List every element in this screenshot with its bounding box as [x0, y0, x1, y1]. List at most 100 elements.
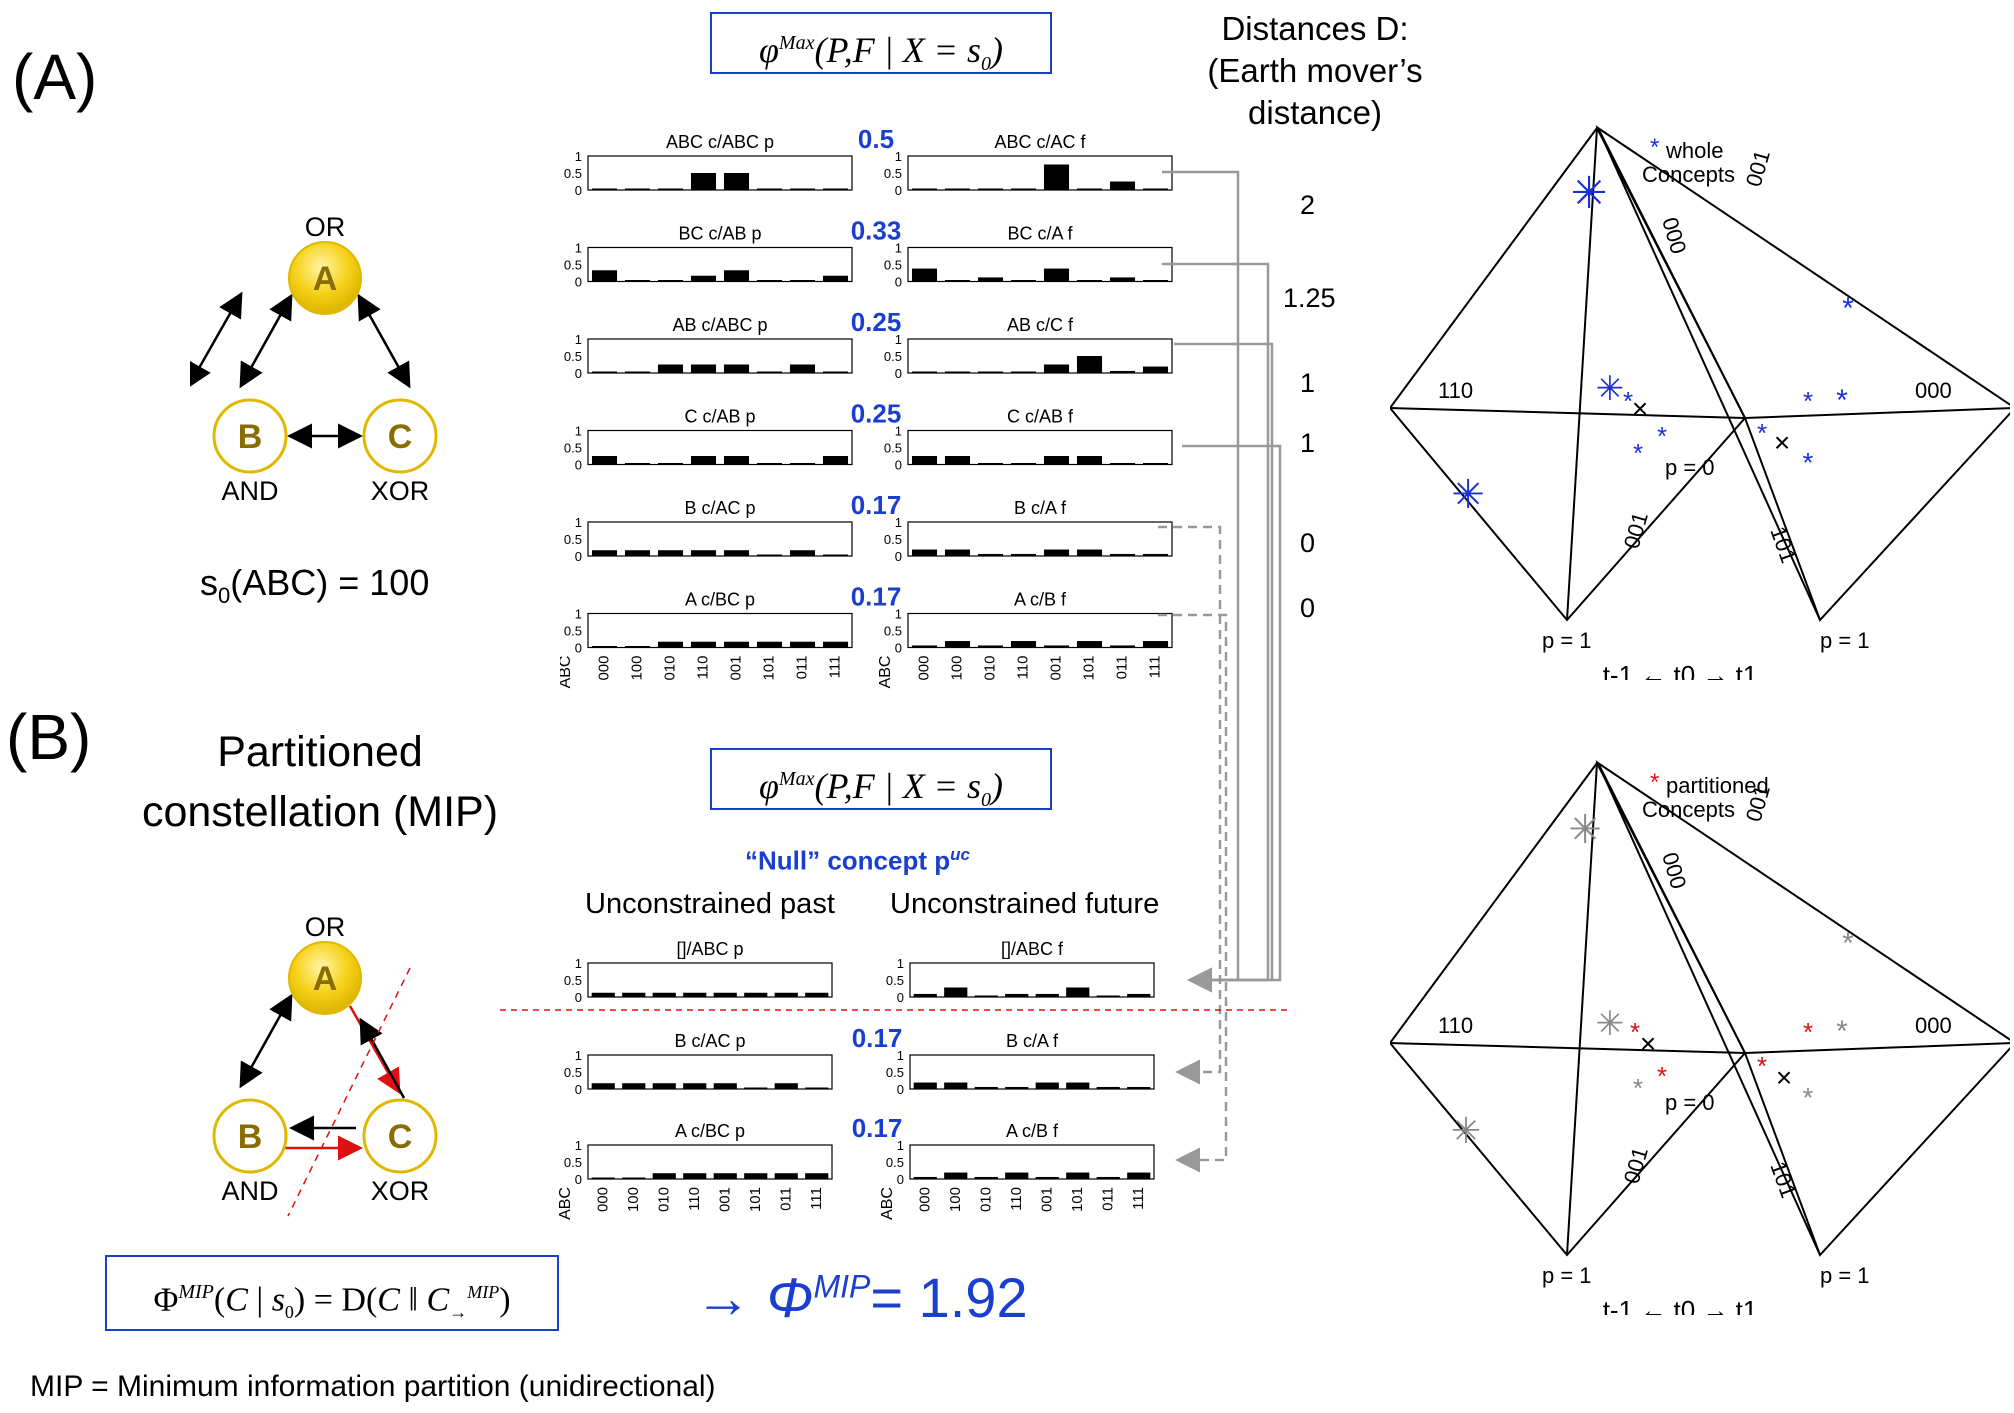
- concept-future-5-bar: [1010, 553, 1037, 556]
- concept-future-3-bar: [911, 371, 938, 373]
- tetra-label: 001: [1619, 509, 1653, 551]
- unconstrained-future-label: Unconstrained future: [890, 888, 1160, 920]
- tetra-edge-vertical-right: [1597, 762, 1821, 1256]
- tetra-label: 110: [1438, 1013, 1473, 1038]
- concept-past-6-xtick: 010: [662, 656, 679, 681]
- distance-connectors: [1158, 170, 1282, 1173]
- partitioned-future-1-bar: [1035, 1082, 1059, 1089]
- concept-future-5-frame: [907, 521, 1173, 557]
- concept-future-5-bar: [977, 553, 1004, 556]
- concept-past-4-label: C c/AB p: [684, 407, 755, 427]
- partitioned-future-1-bar: [913, 1082, 937, 1089]
- concept-past-3-ytick: 0: [575, 366, 582, 381]
- null-past-bar: [774, 992, 798, 997]
- null-future-bar: [944, 987, 968, 997]
- concept-future-6-xtick: 111: [1147, 656, 1164, 679]
- tetra-face-0: [1390, 126, 1747, 622]
- svg-text:B: B: [238, 1118, 263, 1156]
- concept-past-3-bar: [657, 364, 684, 373]
- concept-past-6-xtick: 100: [629, 656, 646, 681]
- partitioned-future-1-frame: [909, 1054, 1155, 1090]
- concept-past-6-xtick: 110: [695, 656, 712, 680]
- concept-past-2-label: BC c/AB p: [678, 224, 761, 244]
- tetra-edge-horizontal-left: [1390, 407, 1746, 419]
- panel-a-label: (A): [12, 41, 98, 113]
- partitioned-future-2-bar: [913, 1176, 937, 1179]
- concept-future-6-xtick: 100: [949, 656, 966, 681]
- concept-future-2-bar: [1109, 277, 1136, 282]
- concept-past-5-bar: [723, 550, 750, 556]
- concept-future-4-bar: [1043, 456, 1070, 465]
- partitioned-future-2-xtick: 000: [916, 1187, 933, 1212]
- concept-future-5-bar: [1076, 549, 1103, 556]
- null-past-bar: [744, 992, 768, 997]
- concept-past-4-bar: [723, 456, 750, 465]
- partitioned-future-1-bar: [974, 1086, 998, 1089]
- concept-future-1-bar: [1010, 188, 1037, 190]
- null-future-bar: [974, 995, 998, 997]
- null-past-bar: [805, 992, 829, 997]
- null-future-frame: [909, 962, 1155, 998]
- concept-point-4: *: [1623, 386, 1633, 416]
- concept-point-5: *: [1633, 438, 1643, 468]
- mip-note: MIP = Minimum information partition (uni…: [30, 1370, 716, 1403]
- partitioned-phi-2: 0.17: [852, 1113, 903, 1143]
- concept-past-4-ytick: 1: [575, 424, 582, 439]
- concept-past-1-label: ABC c/ABC p: [666, 132, 774, 152]
- partitioned-future-2-xtick: 110: [1008, 1187, 1025, 1211]
- concept-past-5-bar: [822, 554, 849, 556]
- concept-phi-5: 0.17: [851, 490, 902, 520]
- concept-point-8: *: [1842, 292, 1854, 325]
- concept-future-6-bar: [1010, 641, 1037, 648]
- node-b-letter: B: [238, 418, 263, 456]
- null-past-frame: [587, 962, 833, 998]
- concept-future-1-bar: [1142, 188, 1169, 190]
- concept-future-4-bar: [1010, 463, 1037, 465]
- concept-past-5-bar: [756, 554, 783, 556]
- tetra-label: 101: [1765, 1158, 1801, 1201]
- partitioned-past-1-bar: [713, 1083, 737, 1089]
- concept-past-1-bar: [756, 188, 783, 190]
- tetra-edge-vertical-left: [1566, 127, 1598, 621]
- partitioned-past-1-bar: [744, 1087, 768, 1089]
- concept-future-6-xtick: 000: [916, 656, 933, 681]
- concept-past-6-xtick: 001: [728, 656, 745, 681]
- concept-point-9: *: [1803, 1017, 1813, 1047]
- concept-future-6-bar: [1109, 645, 1136, 648]
- concept-point-11: *: [1757, 418, 1767, 448]
- concept-future-6-frame: [907, 612, 1173, 649]
- partitioned-future-2-ytick: 1: [897, 1138, 904, 1153]
- svg-text:AND: AND: [221, 1176, 278, 1206]
- concept-future-2-bar: [1010, 280, 1037, 282]
- concept-past-6-bar: [624, 646, 651, 648]
- concept-future-4: C c/AB f 1 0.5 0: [884, 407, 1173, 473]
- tetra-label: 000: [1915, 378, 1952, 403]
- tetra-face-1: [1595, 125, 2010, 622]
- concept-past-1-bar: [690, 173, 717, 190]
- node-b-gate: AND: [221, 476, 278, 506]
- concept-phi-2: 0.33: [851, 216, 902, 246]
- svg-text:XOR: XOR: [371, 1176, 430, 1206]
- null-future-bar: [1096, 995, 1120, 997]
- concept-past-1-bar: [624, 188, 651, 190]
- concept-past-5-bar: [624, 550, 651, 556]
- partitioned-phi-1: 0.17: [852, 1023, 903, 1053]
- concept-past-4-bar: [657, 463, 684, 465]
- null-past-ytick: 1: [575, 956, 582, 971]
- concept-past-6-ytick: 0: [575, 641, 582, 656]
- concept-future-2-ytick: 0: [895, 275, 902, 290]
- concept-future-3-bar: [977, 371, 1004, 373]
- phi-mip-formula: ΦMIP(C | s0) = D(C ‖ C→MIP): [105, 1255, 559, 1331]
- concept-future-3-bar: [1043, 364, 1070, 373]
- null-future-label: []/ABC f: [1001, 939, 1064, 959]
- partitioned-past-2-bar: [591, 1177, 615, 1179]
- phi-max-formula-b: φMax(P,F | X = s0): [710, 748, 1052, 811]
- time-axis: t-1 ← t0 → t1: [1603, 660, 1758, 680]
- distance-value-3: 1: [1300, 368, 1316, 398]
- concept-past-2-bar: [624, 280, 651, 282]
- partitioned-past-1-label: B c/AC p: [674, 1031, 745, 1051]
- partitioned-future-2-bar: [1005, 1172, 1029, 1179]
- svg-text:OR: OR: [305, 912, 346, 942]
